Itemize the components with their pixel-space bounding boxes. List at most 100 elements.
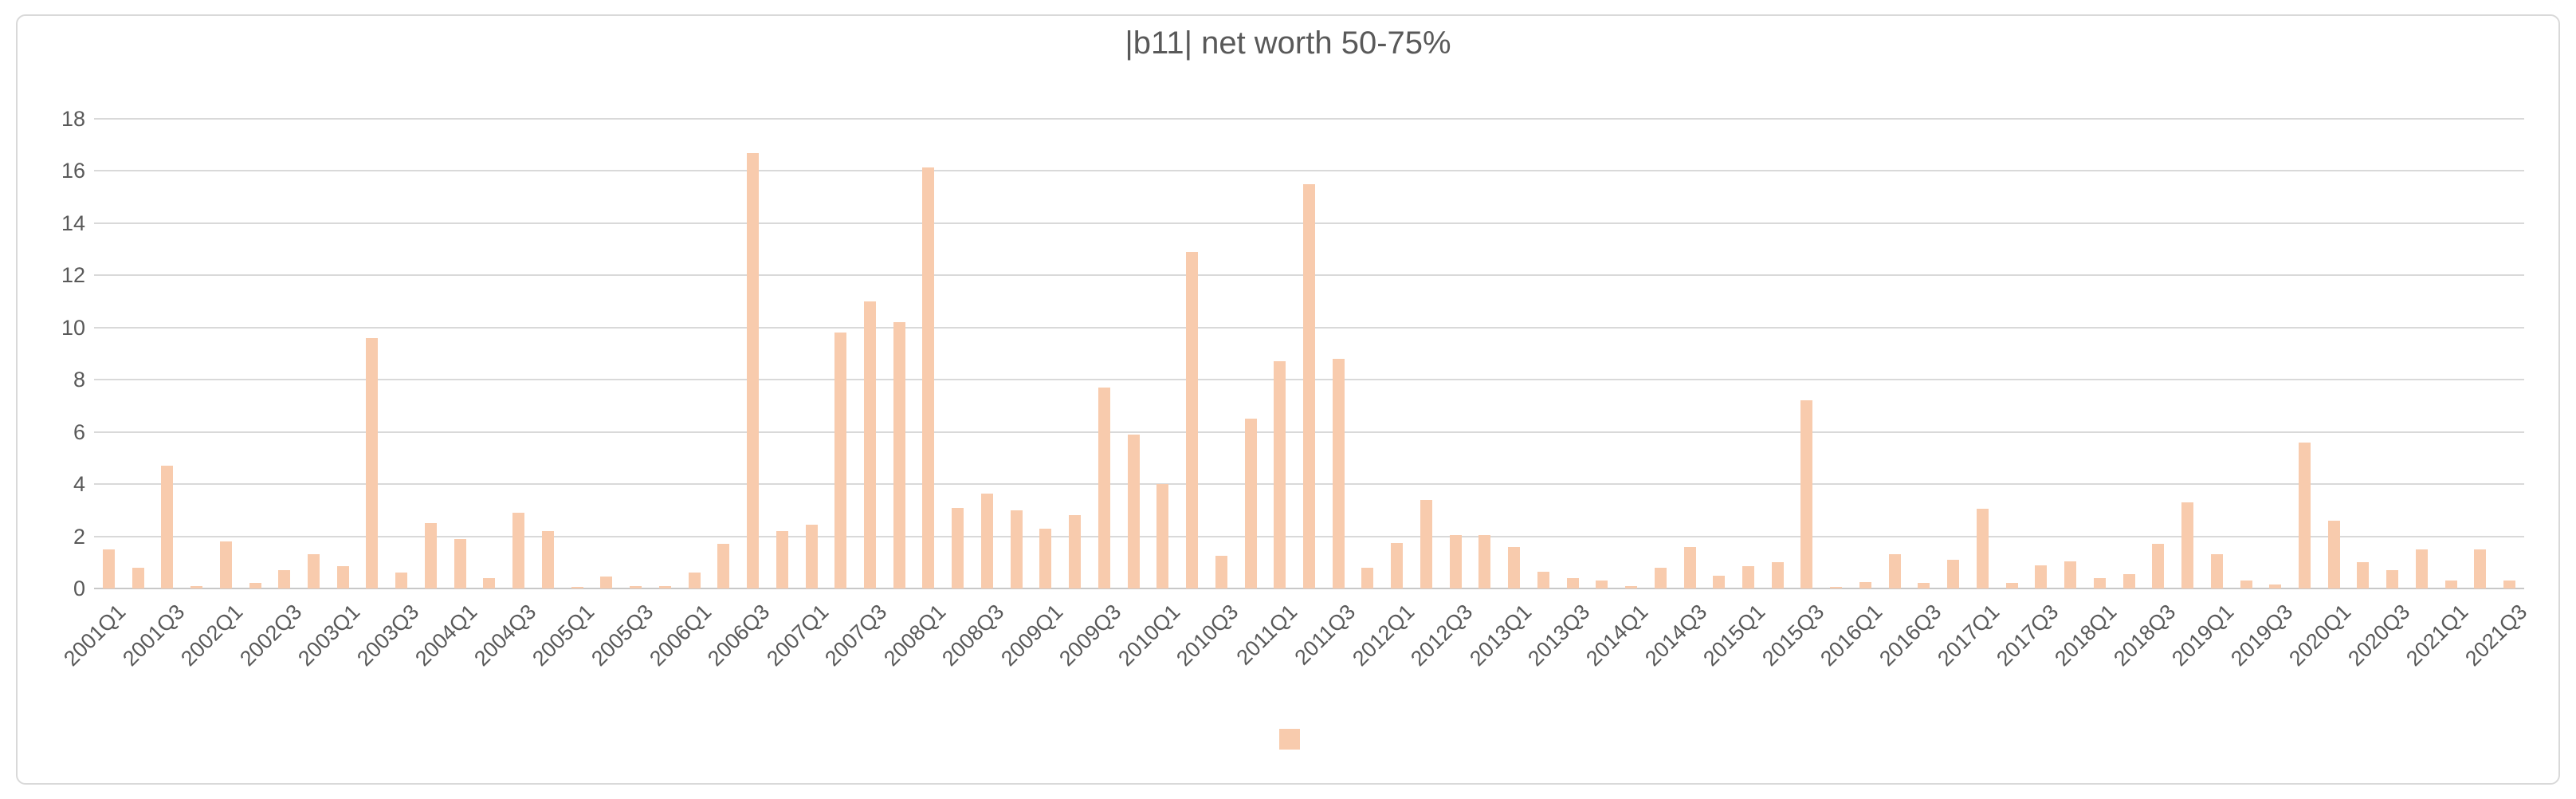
x-axis-tick-label: 2009Q1 — [995, 600, 1068, 671]
bar-2006Q1 — [688, 573, 701, 588]
x-axis-tick-label: 2012Q1 — [1347, 600, 1419, 671]
x-axis-tick-label: 2017Q1 — [1933, 600, 2005, 671]
x-axis-tick-label: 2018Q3 — [2108, 600, 2181, 671]
x-axis-tick-label: 2016Q1 — [1816, 600, 1887, 671]
bar-2003Q4 — [424, 523, 437, 588]
bar-2015Q2 — [1771, 562, 1784, 588]
bar-2007Q4 — [893, 322, 905, 588]
bar-2004Q1 — [454, 538, 466, 588]
bar-2012Q4 — [1478, 534, 1491, 588]
x-axis-tick-label: 2015Q3 — [1757, 600, 1829, 671]
bar-2013Q4 — [1596, 581, 1608, 588]
bar-2013Q2 — [1537, 571, 1549, 588]
bar-2020Q3 — [2386, 570, 2399, 588]
bar-2016Q3 — [1918, 583, 1930, 588]
x-axis-tick-label: 2006Q3 — [703, 600, 775, 671]
y-axis-tick-label: 16 — [61, 159, 85, 183]
x-axis-tick-label: 2014Q1 — [1581, 600, 1653, 671]
y-axis-tick-label: 8 — [73, 368, 85, 392]
y-axis-tick-label: 18 — [61, 107, 85, 131]
bar-2019Q3 — [2269, 584, 2282, 588]
bar-2015Q4 — [1830, 587, 1843, 588]
gridline-y-0 — [94, 588, 2524, 589]
bar-2019Q1 — [2210, 554, 2223, 588]
bar-2017Q2 — [2005, 583, 2018, 588]
y-axis-tick-label: 2 — [73, 524, 85, 549]
bar-2005Q4 — [658, 585, 671, 588]
x-axis-tick-label: 2004Q1 — [410, 600, 482, 671]
bar-2010Q3 — [1215, 556, 1227, 588]
bar-2020Q2 — [2357, 562, 2370, 588]
x-axis-tick-label: 2012Q3 — [1406, 600, 1478, 671]
bar-2009Q3 — [1098, 388, 1110, 588]
bar-2007Q1 — [805, 524, 818, 588]
bar-2014Q4 — [1713, 575, 1726, 588]
bar-2009Q4 — [1127, 434, 1140, 588]
y-axis-tick-label: 0 — [73, 577, 85, 600]
x-axis-tick-label: 2016Q3 — [1874, 600, 1946, 671]
bar-2014Q3 — [1683, 546, 1696, 588]
x-axis-tick-label: 2019Q3 — [2225, 600, 2297, 671]
gridline-y-16 — [94, 170, 2524, 172]
bar-2008Q2 — [952, 507, 964, 588]
bar-2001Q2 — [132, 567, 144, 588]
x-axis-tick-label: 2014Q3 — [1640, 600, 1712, 671]
bar-2018Q2 — [2122, 574, 2135, 588]
x-axis-tick-label: 2010Q1 — [1113, 600, 1185, 671]
bar-2021Q2 — [2474, 549, 2487, 588]
x-axis-tick-label: 2005Q3 — [586, 600, 658, 671]
legend-series-swatch — [1279, 729, 1300, 750]
bar-2004Q4 — [541, 531, 554, 588]
bar-2020Q1 — [2327, 520, 2340, 588]
bar-2019Q2 — [2240, 581, 2252, 588]
bar-2005Q2 — [600, 577, 613, 588]
x-axis-tick-label: 2013Q1 — [1464, 600, 1536, 671]
bar-2006Q2 — [717, 544, 730, 588]
bar-2010Q2 — [1186, 251, 1199, 588]
x-axis-tick-label: 2020Q1 — [2284, 600, 2356, 671]
bar-2010Q1 — [1156, 484, 1169, 588]
bar-2006Q4 — [776, 531, 788, 588]
x-axis-tick-label: 2001Q1 — [59, 600, 131, 671]
x-axis-tick-label: 2004Q3 — [469, 600, 540, 671]
bar-2011Q1 — [1274, 361, 1286, 588]
bar-2001Q4 — [190, 585, 203, 588]
x-axis-tick-label: 2017Q3 — [1991, 600, 2064, 671]
bar-2013Q1 — [1508, 546, 1521, 588]
bar-2001Q1 — [102, 549, 115, 588]
bar-2018Q3 — [2152, 544, 2165, 588]
x-axis-tick-label: 2003Q1 — [293, 600, 365, 671]
bar-2011Q3 — [1332, 359, 1345, 588]
x-axis-tick-label: 2010Q3 — [1172, 600, 1243, 671]
x-axis-tick-label: 2019Q1 — [2167, 600, 2239, 671]
x-axis-tick-label: 2002Q3 — [234, 600, 306, 671]
bar-2015Q1 — [1742, 566, 1755, 588]
x-axis-tick-label: 2011Q3 — [1290, 600, 1361, 670]
bar-2009Q1 — [1039, 528, 1052, 588]
chart-title: |b11| net worth 50-75% — [1125, 26, 1451, 61]
bar-2008Q3 — [980, 493, 993, 588]
bar-2021Q1 — [2444, 581, 2457, 588]
x-axis-tick-label: 2007Q1 — [762, 600, 834, 671]
bar-2004Q2 — [483, 577, 496, 588]
x-axis-tick-label: 2021Q1 — [2401, 600, 2473, 671]
bar-2002Q3 — [278, 570, 291, 588]
bar-2005Q3 — [630, 585, 642, 588]
x-axis-tick-label: 2021Q3 — [2460, 600, 2531, 671]
bar-2016Q4 — [1947, 560, 1960, 588]
x-axis-tick-label: 2003Q3 — [351, 600, 423, 671]
bar-2010Q4 — [1244, 419, 1257, 588]
x-axis-tick-label: 2009Q3 — [1054, 600, 1126, 671]
bar-2019Q4 — [2298, 442, 2311, 588]
y-axis-tick-label: 10 — [61, 315, 85, 340]
bar-2017Q1 — [1976, 509, 1989, 588]
bar-2004Q3 — [512, 513, 525, 588]
x-axis-tick-label: 2002Q1 — [176, 600, 248, 671]
y-axis-tick-label: 14 — [61, 211, 85, 235]
bar-2007Q3 — [863, 301, 876, 588]
bar-2009Q2 — [1069, 515, 1082, 588]
bar-2008Q4 — [1010, 510, 1023, 588]
x-axis-tick-label: 2015Q1 — [1698, 600, 1770, 671]
gridline-y-18 — [94, 118, 2524, 120]
bar-2016Q2 — [1888, 554, 1901, 588]
